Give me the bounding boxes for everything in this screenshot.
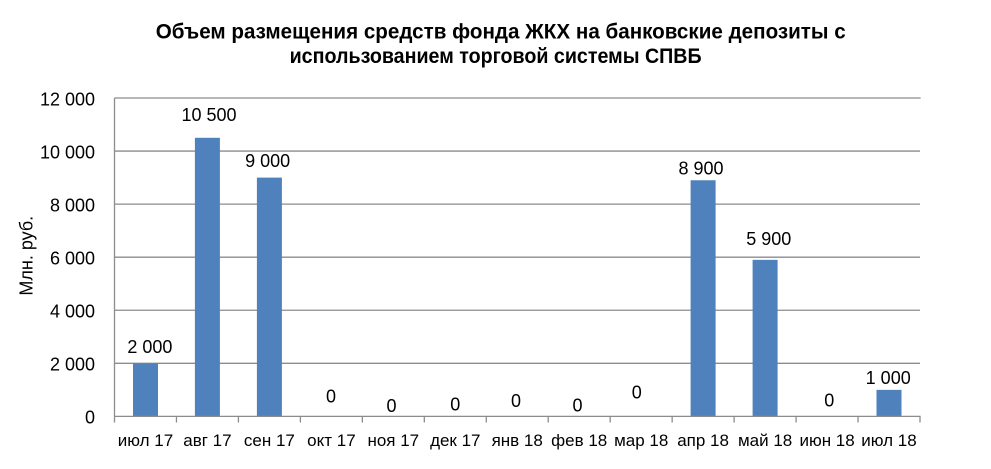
svg-text:0: 0 [85, 408, 95, 428]
svg-text:0: 0 [511, 391, 521, 411]
svg-text:6 000: 6 000 [50, 249, 95, 269]
svg-text:2 000: 2 000 [50, 355, 95, 375]
svg-text:июл 17: июл 17 [118, 431, 173, 450]
svg-text:10 500: 10 500 [181, 105, 236, 125]
svg-text:5 900: 5 900 [746, 229, 791, 249]
svg-text:Млн. руб.: Млн. руб. [16, 216, 36, 296]
svg-text:2 000: 2 000 [127, 337, 172, 357]
svg-text:апр 18: апр 18 [677, 431, 729, 450]
svg-text:мар 18: мар 18 [614, 431, 668, 450]
svg-text:0: 0 [450, 395, 460, 415]
svg-text:4 000: 4 000 [50, 302, 95, 322]
svg-text:0: 0 [386, 396, 396, 416]
svg-text:ноя 17: ноя 17 [367, 431, 419, 450]
svg-text:Объем размещения средств фонда: Объем размещения средств фонда ЖКХ на ба… [156, 21, 846, 44]
svg-text:0: 0 [326, 386, 336, 406]
svg-text:июн 18: июн 18 [799, 431, 854, 450]
svg-text:фев 18: фев 18 [551, 431, 607, 450]
svg-text:янв 18: янв 18 [492, 431, 543, 450]
svg-text:сен 17: сен 17 [244, 431, 295, 450]
svg-text:дек 17: дек 17 [430, 431, 480, 450]
svg-text:авг 17: авг 17 [183, 431, 231, 450]
svg-text:12 000: 12 000 [40, 89, 95, 109]
svg-text:0: 0 [824, 391, 834, 411]
svg-text:1 000: 1 000 [866, 368, 911, 388]
svg-text:май 18: май 18 [738, 431, 792, 450]
svg-text:10 000: 10 000 [40, 142, 95, 162]
svg-text:9 000: 9 000 [245, 151, 290, 171]
svg-text:8 000: 8 000 [50, 195, 95, 215]
svg-text:июл 18: июл 18 [861, 431, 916, 450]
svg-text:окт 17: окт 17 [307, 431, 356, 450]
svg-text:0: 0 [632, 383, 642, 403]
svg-text:использованием торговой систе: использованием торговой системы СПВБ [290, 45, 702, 68]
svg-text:0: 0 [572, 395, 582, 415]
svg-text:8 900: 8 900 [678, 159, 723, 179]
